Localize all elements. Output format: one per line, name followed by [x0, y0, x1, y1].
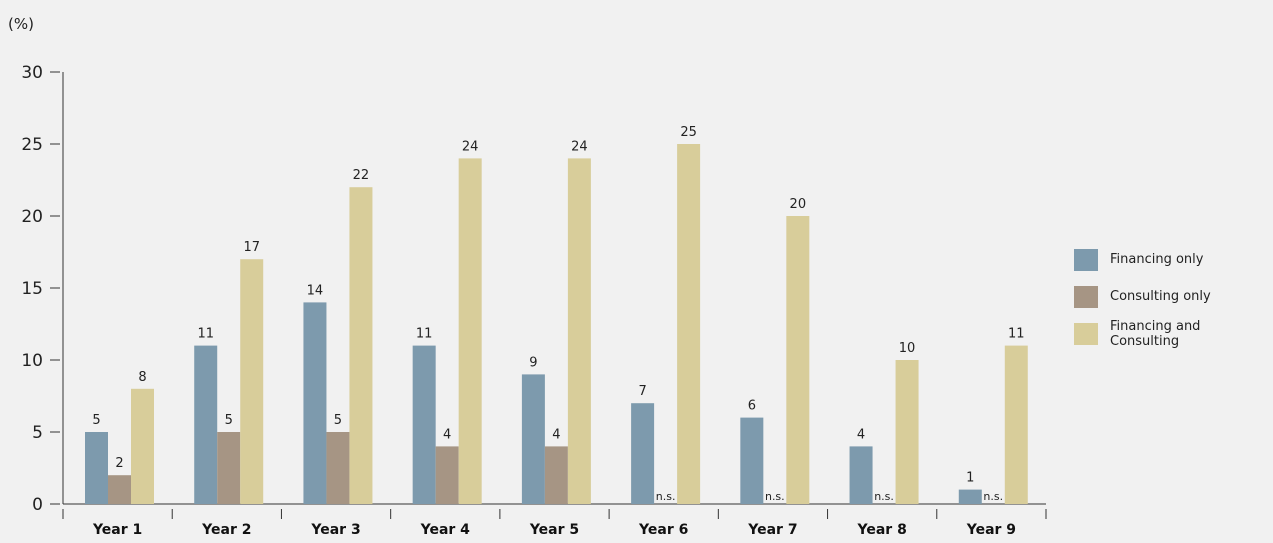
bar: [217, 432, 241, 504]
bar: [349, 187, 373, 504]
y-tick-label: 15: [21, 279, 43, 299]
y-unit-label: (%): [8, 15, 34, 33]
bar-value-label: 5: [225, 413, 233, 428]
legend: Financing only Consulting only Financing…: [1074, 248, 1273, 359]
bar-value-label: 14: [307, 283, 324, 298]
bar: [458, 158, 482, 504]
x-category-label: Year 7: [747, 522, 797, 538]
y-tick-label: 20: [21, 207, 43, 227]
bar: [326, 432, 350, 504]
bars: [85, 144, 1028, 504]
bar-value-label: 25: [680, 125, 697, 140]
bar: [544, 446, 568, 504]
y-tick-label: 5: [32, 423, 43, 443]
x-category-label: Year 3: [310, 522, 360, 538]
bar-value-label: 24: [571, 139, 588, 154]
bar: [567, 158, 591, 504]
legend-item-consulting-only: Consulting only: [1074, 285, 1273, 308]
bar: [303, 302, 327, 504]
legend-swatch-financing-and-consulting: [1074, 322, 1098, 345]
x-category-label: Year 4: [420, 522, 471, 538]
bar-value-label: 20: [790, 197, 807, 212]
bar: [412, 345, 436, 504]
bar: [194, 345, 218, 504]
bar-value-label: 11: [416, 327, 433, 342]
bar: [786, 216, 810, 504]
x-category-label: Year 8: [857, 522, 907, 538]
bar-value-label: 11: [197, 327, 214, 342]
bar: [677, 144, 701, 504]
y-tick-label: 30: [21, 63, 43, 83]
legend-swatch-consulting-only: [1074, 285, 1098, 308]
x-category-label: Year 6: [638, 522, 688, 538]
bar-value-label: 4: [552, 427, 560, 442]
bar: [1004, 345, 1028, 504]
bar-value-label: 22: [353, 168, 370, 183]
bar-ns-label: n.s.: [983, 490, 1003, 503]
bar: [958, 489, 982, 504]
bar: [895, 360, 919, 504]
bar-value-label: 4: [857, 427, 865, 442]
bar-value-label: 5: [334, 413, 342, 428]
bar: [131, 388, 154, 504]
bar-value-label: 10: [899, 341, 916, 356]
legend-label-consulting-only: Consulting only: [1110, 289, 1211, 304]
legend-item-financing-and-consulting: Financing and Consulting: [1074, 319, 1273, 349]
bar-ns-label: n.s.: [874, 490, 894, 503]
bar: [740, 417, 764, 504]
y-tick-label: 10: [21, 351, 43, 371]
y-tick-label: 25: [21, 135, 43, 155]
bar-ns-label: n.s.: [765, 490, 785, 503]
bar-value-label: 9: [529, 355, 537, 370]
bar-ns-label: n.s.: [656, 490, 676, 503]
y-tick-label: 0: [32, 495, 43, 515]
bar-value-label: 1: [966, 471, 974, 486]
bar: [108, 475, 131, 504]
bar: [849, 446, 873, 504]
bar-value-label: 8: [138, 370, 146, 385]
bar: [85, 432, 108, 504]
bar: [435, 446, 459, 504]
bar-value-label: 17: [243, 240, 260, 255]
x-category-label: Year 5: [529, 522, 579, 538]
legend-swatch-financing-only: [1074, 248, 1098, 271]
x-category-label: Year 9: [966, 522, 1016, 538]
legend-label-financing-and-consulting: Financing and Consulting: [1110, 318, 1201, 349]
x-category-label: Year 1: [92, 522, 142, 538]
legend-label-financing-only: Financing only: [1110, 252, 1204, 267]
bar: [240, 259, 264, 504]
x-category-label: Year 2: [201, 522, 251, 538]
legend-item-financing-only: Financing only: [1074, 248, 1273, 271]
bar-value-label: 4: [443, 427, 451, 442]
bar-value-label: 6: [748, 399, 756, 414]
bar-value-label: 24: [462, 139, 479, 154]
bar-value-label: 7: [638, 384, 646, 399]
bar-value-label: 11: [1008, 327, 1025, 342]
bar: [631, 403, 655, 504]
bar-value-label: 5: [92, 413, 100, 428]
bar-value-label: 2: [115, 456, 123, 471]
bar: [521, 374, 545, 504]
